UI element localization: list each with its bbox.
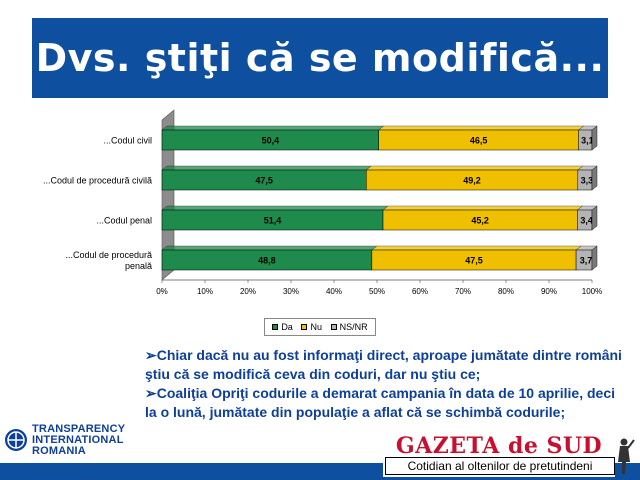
x-tick-label: 0% [156, 287, 168, 296]
transparency-international-logo: TRANSPARENCY INTERNATIONAL ROMANIA [4, 420, 136, 460]
bullet-item: ➢Coaliţia Opriţi codurile a demarat camp… [145, 384, 625, 422]
bar-end-cap [591, 245, 598, 271]
data-label: 48,8 [258, 256, 276, 266]
legend-label-da: Da [281, 322, 293, 332]
bullet-list: ➢Chiar dacă nu au fost informaţi direct,… [145, 346, 625, 422]
ti-wordmark: TRANSPARENCY INTERNATIONAL ROMANIA [32, 422, 126, 457]
data-label: 3,7 [580, 256, 593, 266]
stacked-bar-chart: 50,4 46,5 3,1 ...Codul civil 47,5 49,2 3,3 ...C… [43, 109, 602, 296]
bar-top-face [371, 245, 582, 251]
x-tick-label: 50% [369, 287, 385, 296]
legend-item-nu: Nu [301, 322, 322, 332]
bar-top-face [161, 165, 372, 171]
bar-top-face [378, 125, 585, 131]
ti-line: INTERNATIONAL [32, 433, 124, 446]
bullet-item: ➢Chiar dacă nu au fost informaţi direct,… [145, 346, 625, 384]
legend-item-nsnr: NS/NR [330, 322, 368, 332]
category-label: ...Codul civil [103, 136, 152, 146]
x-tick-label: 100% [582, 287, 602, 296]
data-label: 47,5 [465, 256, 483, 266]
bullet-text: Coaliţia Opriţi codurile a demarat campa… [145, 385, 615, 420]
bullet-text: Chiar dacă nu au fost informaţi direct, … [145, 347, 622, 382]
bar-top-face [382, 205, 583, 211]
legend-label-nsnr: NS/NR [339, 322, 368, 332]
bar-top-face [161, 125, 385, 131]
data-label: 45,2 [471, 216, 489, 226]
x-tick-label: 90% [541, 287, 557, 296]
data-label: 46,5 [470, 136, 488, 146]
slide-title: Dvs. ştiţi că se modifică... [35, 36, 605, 80]
statue-figure-icon [618, 438, 635, 474]
category-label: ...Codul penal [96, 216, 152, 226]
data-label: 3,1 [581, 136, 594, 146]
legend-swatch-da [272, 324, 279, 330]
data-label: 3,3 [581, 176, 594, 186]
bar-top-face [161, 205, 389, 211]
ti-line: ROMANIA [32, 444, 86, 457]
bar-top-face [365, 165, 584, 171]
x-tick-label: 80% [498, 287, 514, 296]
bar-end-cap [591, 165, 598, 191]
legend-item-da: Da [272, 322, 293, 332]
bullet-arrow-icon: ➢ [145, 347, 157, 363]
category-label: penală [125, 261, 152, 271]
legend-label-nu: Nu [310, 322, 322, 332]
category-label: ...Codul de procedură [65, 250, 152, 260]
category-label: ...Codul de procedură civilă [43, 176, 152, 186]
data-label: 49,2 [463, 176, 481, 186]
bar-end-cap [591, 125, 598, 151]
data-label: 3,4 [580, 216, 593, 226]
gazeta-subtitle: Cotidian al oltenilor de pretutindeni [385, 457, 615, 475]
data-label: 50,4 [262, 136, 280, 146]
legend-swatch-nu [301, 324, 308, 330]
bullet-arrow-icon: ➢ [145, 385, 157, 401]
title-bar: Dvs. ştiţi că se modifică... [32, 18, 608, 98]
x-tick-label: 30% [283, 287, 299, 296]
globe-icon [5, 429, 27, 451]
gazeta-de-sud-logo: GAZETA de SUD Cotidian al oltenilor de p… [383, 433, 615, 477]
data-label: 51,4 [264, 216, 282, 226]
data-label: 47,5 [255, 176, 273, 186]
x-tick-label: 10% [197, 287, 213, 296]
x-tick-label: 20% [240, 287, 256, 296]
x-tick-label: 70% [455, 287, 471, 296]
x-tick-label: 40% [326, 287, 342, 296]
bar-top-face [161, 245, 378, 251]
x-tick-label: 60% [412, 287, 428, 296]
ti-line: TRANSPARENCY [32, 422, 126, 435]
chart-legend: Da Nu NS/NR [264, 318, 376, 336]
bar-end-cap [591, 205, 598, 231]
gazeta-title: GAZETA de SUD [395, 433, 603, 459]
legend-swatch-nsnr [330, 324, 337, 330]
